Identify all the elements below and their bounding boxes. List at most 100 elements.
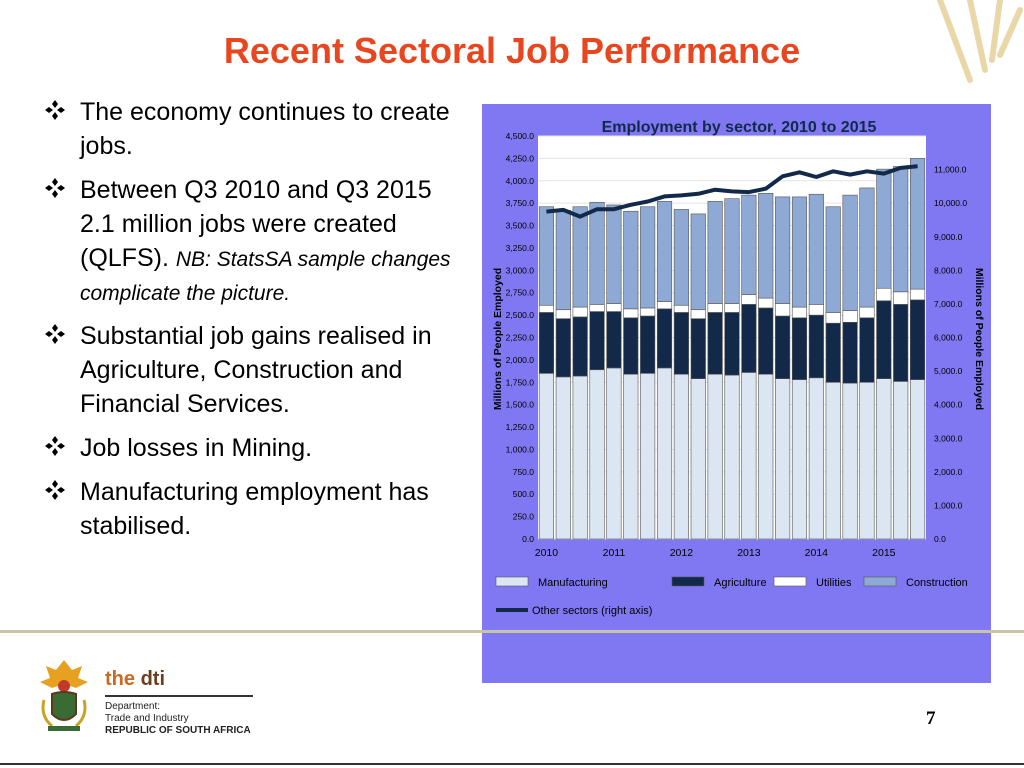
bar-segment xyxy=(623,317,639,375)
y-tick-label: 3,750.0 xyxy=(506,198,535,208)
bar-segment xyxy=(606,204,622,304)
other-sectors-line xyxy=(546,164,918,219)
bar-segment xyxy=(589,311,605,371)
y-tick-label: 1,250.0 xyxy=(506,422,535,432)
legend-swatch xyxy=(671,576,705,587)
legend-label: Other sectors (right axis) xyxy=(532,605,652,617)
y-tick-label: 1,500.0 xyxy=(506,400,535,410)
y-tick-label: 4,500.0 xyxy=(506,131,535,141)
bar-segment xyxy=(572,375,588,540)
dti-logo: the dti Department: Trade and Industry R… xyxy=(105,668,253,736)
bar-segment xyxy=(538,304,554,313)
bar-segment xyxy=(842,382,858,540)
chart-title: Employment by sector, 2010 to 2015 xyxy=(602,119,877,136)
bar-segment xyxy=(859,381,875,540)
bottom-rule xyxy=(0,763,1024,765)
x-tick-label: 2015 xyxy=(872,547,896,559)
bar-segment xyxy=(690,309,706,319)
bar-segment xyxy=(690,378,706,540)
y2-tick-label: 8,000.0 xyxy=(934,265,963,275)
bar-segment xyxy=(589,201,605,305)
dept-line1: Department: xyxy=(105,701,161,712)
bar-segment xyxy=(876,287,892,302)
bullet-item: The economy continues to create jobs. xyxy=(44,95,464,163)
dept-line2: Trade and Industry xyxy=(105,713,189,724)
dti-brand: the dti xyxy=(105,668,253,691)
bar-segment xyxy=(538,206,554,306)
y-tick-label: 3,250.0 xyxy=(506,243,535,253)
bar-segment xyxy=(572,306,588,318)
bullet-item: Manufacturing employment has stabilised. xyxy=(44,475,464,543)
bar-segment xyxy=(842,321,858,384)
bar-segment xyxy=(775,303,791,317)
legend-swatch xyxy=(495,576,529,587)
bar-segment xyxy=(808,193,824,305)
bar-segment xyxy=(538,373,554,540)
bar-segment xyxy=(673,312,689,375)
bar-segment xyxy=(606,311,622,369)
bar-segment xyxy=(589,304,605,312)
diamond-bullet-icon xyxy=(45,324,65,344)
bar-segment xyxy=(555,318,571,378)
bar-segment xyxy=(707,201,723,304)
bar-segment xyxy=(741,304,757,373)
bar-segment xyxy=(876,300,892,379)
legend-label: Construction xyxy=(906,577,968,589)
legend-label: Utilities xyxy=(816,577,852,589)
y2-tick-label: 4,000.0 xyxy=(934,400,963,410)
y-axis-label: Millions of People Employed xyxy=(492,268,504,410)
bar-segment xyxy=(876,168,892,289)
bar-segment xyxy=(690,213,706,311)
y-tick-label: 250.0 xyxy=(513,512,535,522)
bar-segment xyxy=(640,307,656,317)
bar-segment xyxy=(893,304,909,382)
logo-rule xyxy=(105,695,253,697)
y2-tick-label: 3,000.0 xyxy=(934,433,963,443)
bar-segment xyxy=(808,377,824,540)
bar-segment xyxy=(808,304,824,316)
bar-segment xyxy=(758,297,774,309)
bar-segment xyxy=(842,310,858,323)
bar-segment xyxy=(741,294,757,305)
bar-segment xyxy=(893,291,909,305)
bullet-text: Job losses in Mining. xyxy=(80,434,313,462)
bullet-item: Between Q3 2010 and Q3 2015 2.1 million … xyxy=(44,173,464,309)
bar-segment xyxy=(656,367,673,540)
x-tick-label: 2011 xyxy=(603,547,626,559)
diamond-bullet-icon xyxy=(45,100,65,120)
bar-segment xyxy=(589,369,605,540)
bar-segment xyxy=(859,317,875,383)
y2-tick-label: 5,000.0 xyxy=(934,366,963,376)
country-name: REPUBLIC OF SOUTH AFRICA xyxy=(105,725,251,736)
bar-segment xyxy=(555,376,571,540)
diamond-bullet-icon xyxy=(45,480,65,500)
bar-segment xyxy=(825,312,841,324)
bullet-text: Between Q3 2010 and Q3 2015 2.1 million … xyxy=(80,176,432,272)
bar-segment xyxy=(893,166,909,293)
y-tick-label: 750.0 xyxy=(513,467,535,477)
bar-segment xyxy=(741,372,757,540)
bullet-text: Substantial job gains realised in Agricu… xyxy=(80,322,432,418)
y-tick-label: 2,000.0 xyxy=(506,355,535,365)
bar-segment xyxy=(910,158,926,290)
bar-segment xyxy=(791,196,808,308)
bar-segment xyxy=(775,315,791,379)
y-tick-label: 2,250.0 xyxy=(506,333,535,343)
bar-segment xyxy=(538,312,554,374)
bar-segment xyxy=(775,378,791,540)
bar-segment xyxy=(758,307,774,375)
bullet-note: NB: StatsSA sample changes complicate th… xyxy=(80,248,451,305)
employment-chart: 0.0 250.0 500.0 750.0 1,000.0 1,250.0 1,500.0 1… xyxy=(492,119,985,617)
bar-segment xyxy=(623,308,639,319)
y-tick-label: 1,000.0 xyxy=(506,444,535,454)
bar-segment xyxy=(572,206,588,308)
bar-segment xyxy=(859,187,875,308)
bar-segment xyxy=(724,198,740,304)
bullet-text: Manufacturing employment has stabilised. xyxy=(80,478,429,540)
bar-segment xyxy=(656,308,673,369)
x-tick-label: 2014 xyxy=(805,547,829,559)
bullet-item: Job losses in Mining. xyxy=(44,431,464,465)
bar-segment xyxy=(758,373,774,540)
y2-tick-label: 6,000.0 xyxy=(934,333,963,343)
y2-tick-label: 11,000.0 xyxy=(934,165,967,175)
